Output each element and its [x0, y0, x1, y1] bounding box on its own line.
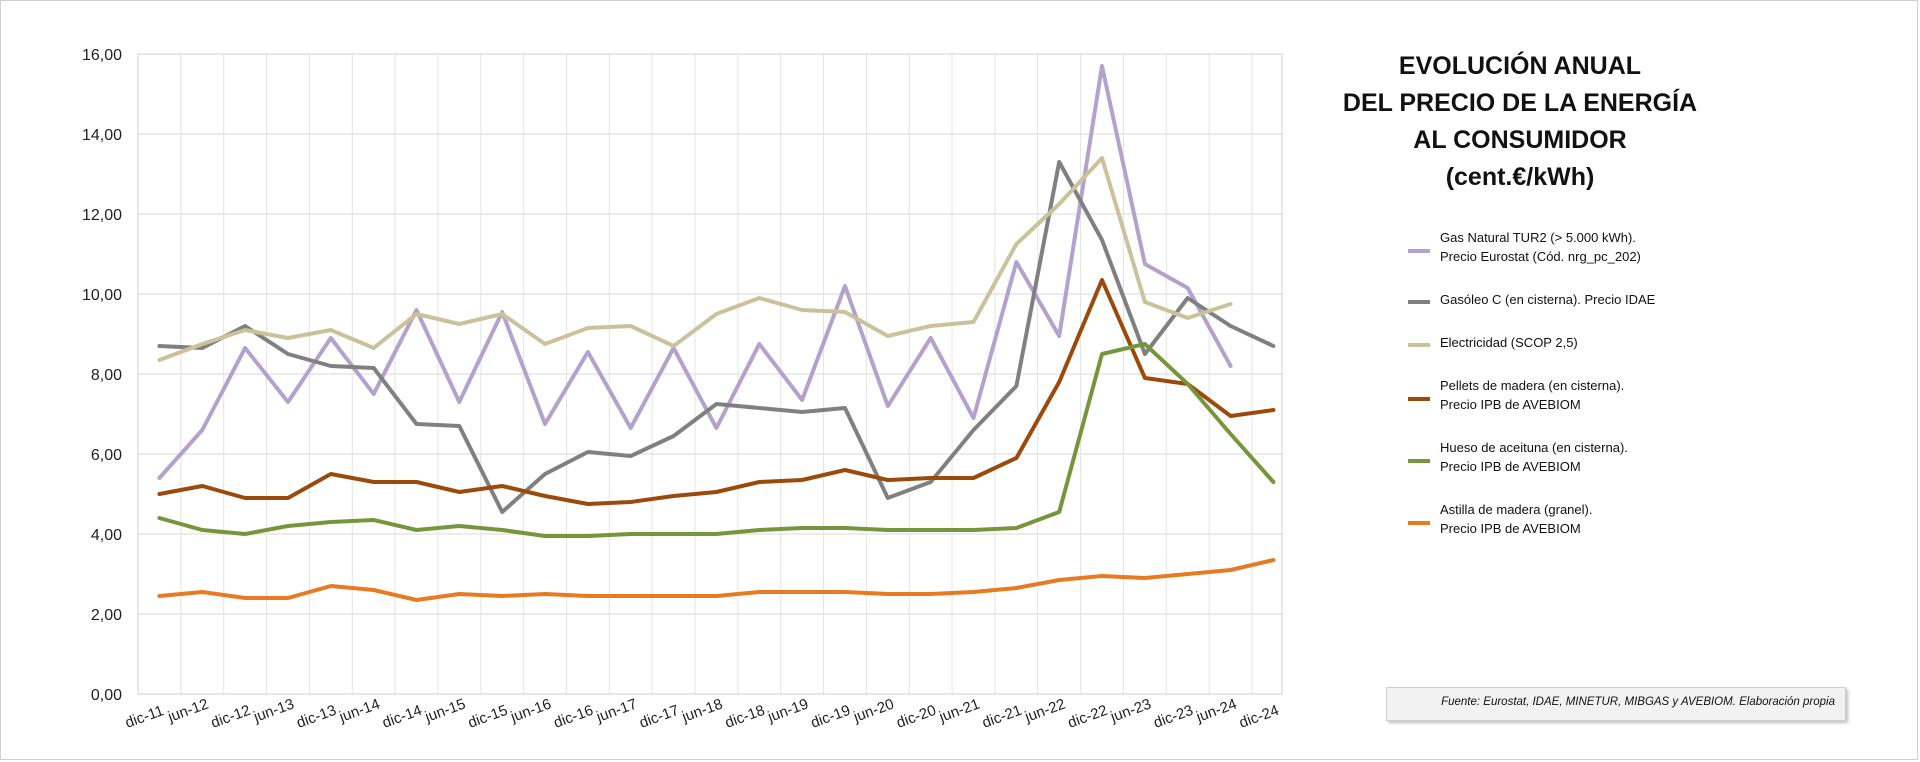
- legend-label: Gasóleo C (en cisterna). Precio IDAE: [1440, 290, 1655, 309]
- x-tick-label: jun-21: [936, 696, 982, 727]
- x-tick-label: dic-19: [809, 702, 853, 732]
- x-tick-label: jun-12: [165, 696, 211, 727]
- x-tick-label: dic-12: [209, 702, 253, 732]
- x-tick-label: dic-15: [466, 702, 510, 732]
- y-axis-ticks: 0,00 2,00 4,00 6,00 8,00 10,00 12,00 14,00 16,00: [82, 47, 122, 704]
- chart-title-line: (cent.€/kWh): [1445, 163, 1595, 191]
- x-tick-label: jun-22: [1022, 696, 1068, 727]
- series-line-4: [157, 342, 1276, 538]
- y-tick-label: 2,00: [91, 607, 122, 624]
- chart-title-line: DEL PRECIO DE LA ENERGÍA: [1342, 89, 1698, 117]
- y-tick-label: 12,00: [82, 207, 122, 224]
- legend-label-line: Gas Natural TUR2 (> 5.000 kWh).: [1440, 230, 1636, 245]
- legend-label-line: Precio IPB de AVEBIOM: [1440, 397, 1581, 412]
- series-line-3: [157, 278, 1276, 506]
- legend-label-line: Hueso de aceituna (en cisterna).: [1440, 440, 1628, 455]
- legend-swatch: [1408, 459, 1430, 463]
- series-line-5: [157, 558, 1276, 602]
- legend-label-line: Precio IPB de AVEBIOM: [1440, 459, 1581, 474]
- x-tick-label: jun-16: [508, 696, 554, 727]
- legend-label-line: Astilla de madera (granel).: [1440, 502, 1593, 517]
- x-tick-label: jun-17: [593, 696, 639, 727]
- y-tick-label: 0,00: [91, 687, 122, 704]
- x-tick-label: dic-23: [1151, 702, 1195, 732]
- legend-label: Hueso de aceituna (en cisterna). Precio …: [1440, 438, 1628, 476]
- source-note: Fuente: Eurostat, IDAE, MINETUR, MIBGAS …: [1441, 696, 1835, 708]
- y-tick-label: 6,00: [91, 447, 122, 464]
- legend-swatch: [1408, 300, 1430, 304]
- legend-label-line: Gasóleo C (en cisterna). Precio IDAE: [1440, 292, 1656, 307]
- x-tick-label: dic-20: [894, 702, 938, 732]
- series-layer: [157, 64, 1276, 602]
- x-tick-label: dic-11: [123, 702, 166, 732]
- x-axis-ticks: dic-11 jun-12dic-12jun-13dic-13jun-14dic-…: [123, 696, 1281, 732]
- legend-swatch: [1408, 521, 1430, 525]
- x-tick-label: jun-24: [1193, 696, 1239, 727]
- legend-label-line: Precio IPB de AVEBIOM: [1440, 521, 1581, 536]
- y-tick-label: 14,00: [82, 127, 122, 144]
- y-tick-label: 8,00: [91, 367, 122, 384]
- chart-title: EVOLUCIÓN ANUAL DEL PRECIO DE LA ENERGÍA…: [1300, 48, 1740, 196]
- series-line-2: [157, 156, 1233, 362]
- source-note-box: Fuente: Eurostat, IDAE, MINETUR, MIBGAS …: [1386, 687, 1846, 721]
- x-tick-label: dic-21: [980, 702, 1024, 732]
- x-tick-label: jun-13: [251, 696, 297, 727]
- x-tick-label: dic-22: [1066, 702, 1110, 732]
- x-tick-label: dic-14: [380, 702, 424, 732]
- y-tick-label: 4,00: [91, 527, 122, 544]
- x-tick-label: dic-24: [1237, 702, 1281, 732]
- chart-title-line: AL CONSUMIDOR: [1413, 126, 1627, 154]
- x-tick-label: jun-19: [765, 696, 811, 727]
- y-tick-label: 16,00: [82, 47, 122, 64]
- x-tick-label: dic-13: [294, 702, 338, 732]
- x-tick-label: jun-15: [422, 696, 468, 727]
- legend-label: Electricidad (SCOP 2,5): [1440, 333, 1578, 352]
- legend-swatch: [1408, 343, 1430, 347]
- legend-swatch: [1408, 249, 1430, 253]
- series-line-0: [157, 64, 1233, 480]
- legend-label-line: Pellets de madera (en cisterna).: [1440, 378, 1625, 393]
- legend-label: Astilla de madera (granel). Precio IPB d…: [1440, 500, 1592, 538]
- y-tick-label: 10,00: [82, 287, 122, 304]
- x-tick-label: dic-16: [551, 702, 595, 732]
- chart-title-line: EVOLUCIÓN ANUAL: [1398, 52, 1642, 80]
- series-line-1: [157, 160, 1276, 514]
- legend-label: Gas Natural TUR2 (> 5.000 kWh). Precio E…: [1440, 228, 1641, 266]
- x-tick-label: dic-18: [723, 702, 767, 732]
- x-tick-label: jun-18: [679, 696, 725, 727]
- x-tick-label: jun-14: [336, 696, 382, 727]
- x-tick-label: jun-23: [1108, 696, 1154, 727]
- legend-label-line: Electricidad (SCOP 2,5): [1440, 335, 1578, 350]
- legend-label: Pellets de madera (en cisterna). Precio …: [1440, 376, 1624, 414]
- legend-swatch: [1408, 397, 1430, 401]
- legend-label-line: Precio Eurostat (Cód. nrg_pc_202): [1440, 249, 1641, 264]
- plot-area-border: [137, 53, 1283, 695]
- x-tick-label: dic-17: [637, 702, 681, 732]
- x-tick-label: jun-20: [850, 696, 896, 727]
